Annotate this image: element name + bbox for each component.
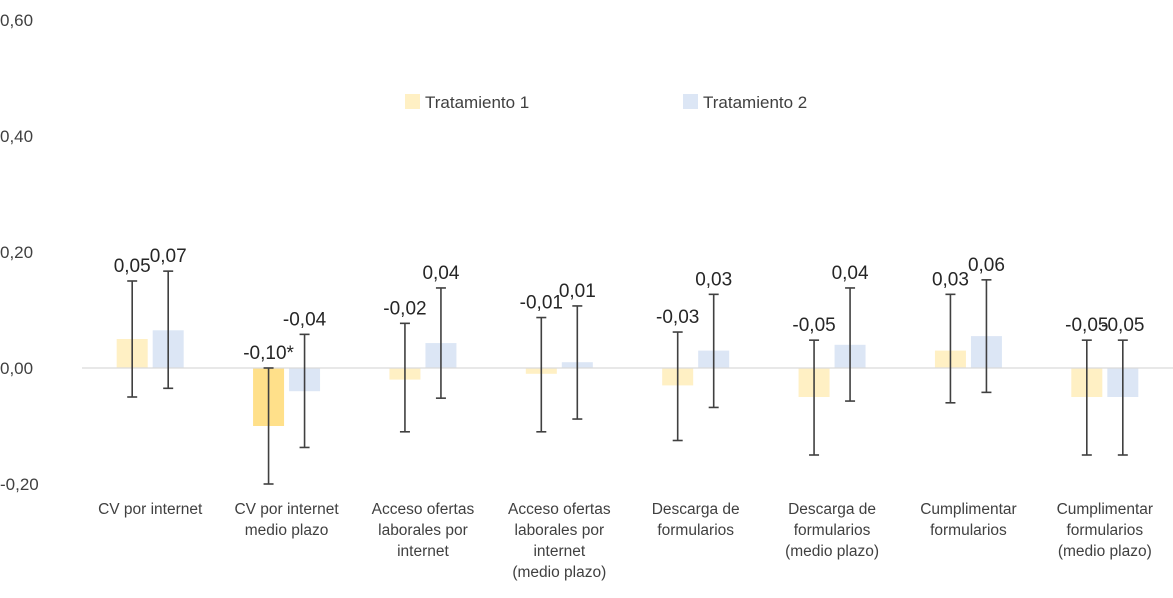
x-tick-label-line: internet: [397, 543, 449, 560]
x-axis-labels: CV por internet CV por internet medio plaz…: [98, 501, 1153, 581]
x-tick-label-line: Cumplimentar: [1057, 501, 1153, 518]
x-tick-label: Descarga de formularios: [652, 501, 740, 539]
data-label: 0,01: [559, 281, 596, 302]
error-bars: [127, 270, 1128, 485]
data-label: 0,07: [150, 246, 187, 267]
x-tick-label-line: Acceso ofertas: [508, 501, 611, 518]
y-tick-label: 0,40: [0, 127, 33, 146]
y-axis: -0,20 0,00 0,20 0,40 0,60: [0, 11, 39, 494]
x-tick-label-line: CV por internet: [98, 501, 203, 518]
x-tick-label: Descarga de formularios (medio plazo): [785, 501, 879, 560]
x-tick-label-line: medio plazo: [245, 522, 329, 539]
legend-label: Tratamiento 2: [703, 93, 807, 112]
data-label: 0,04: [422, 263, 459, 284]
x-tick-label-line: formularios: [657, 522, 734, 539]
legend-swatch: [683, 94, 698, 109]
x-tick-label-line: CV por internet: [234, 501, 339, 518]
y-tick-label: 0,20: [0, 243, 33, 262]
data-label: -0,03: [656, 307, 699, 328]
y-tick-label: -0,20: [0, 475, 39, 494]
data-label: 0,03: [932, 269, 969, 290]
x-tick-label-line: Descarga de: [788, 501, 876, 518]
legend: Tratamiento 1 Tratamiento 2: [405, 93, 807, 112]
x-tick-label: Cumplimentar formularios: [920, 501, 1016, 539]
legend-label: Tratamiento 1: [425, 93, 529, 112]
x-tick-label-line: laborales por: [378, 522, 468, 539]
data-label: 0,05: [114, 256, 151, 277]
x-tick-label-line: internet: [533, 543, 585, 560]
x-tick-label-line: (medio plazo): [1058, 543, 1152, 560]
data-label: -0,01: [520, 293, 563, 314]
data-label: -0,02: [383, 298, 426, 319]
x-tick-label-line: (medio plazo): [785, 543, 879, 560]
legend-swatch: [405, 94, 420, 109]
x-tick-label-line: laborales por: [515, 522, 605, 539]
x-tick-label: Cumplimentar formularios (medio plazo): [1057, 501, 1153, 560]
data-label: -0,10*: [243, 343, 294, 364]
x-tick-label: CV por internet: [98, 501, 203, 518]
y-tick-label: 0,60: [0, 11, 33, 30]
data-label: 0,06: [968, 255, 1005, 276]
x-tick-label-line: Acceso ofertas: [372, 501, 475, 518]
x-tick-label: CV por internet medio plazo: [234, 501, 339, 539]
data-label: -0,05: [1101, 315, 1144, 336]
data-label: 0,04: [832, 263, 869, 284]
x-tick-label-line: Descarga de: [652, 501, 740, 518]
x-tick-label-line: Cumplimentar: [920, 501, 1016, 518]
x-tick-label-line: formularios: [1066, 522, 1143, 539]
x-tick-label: Acceso ofertas laborales por internet: [372, 501, 475, 560]
x-tick-label-line: formularios: [794, 522, 871, 539]
data-label: 0,03: [695, 269, 732, 290]
x-tick-label-line: formularios: [930, 522, 1007, 539]
x-tick-label-line: (medio plazo): [512, 564, 606, 581]
data-label: -0,04: [283, 309, 327, 330]
y-tick-label: 0,00: [0, 359, 33, 378]
x-tick-label: Acceso ofertas laborales por internet (medi…: [508, 501, 611, 581]
data-label: -0,05: [1065, 315, 1108, 336]
data-labels: 0,05 0,07 -0,10* -0,04 -0,02 0,04 -0,010,01 -0,…: [114, 246, 1145, 364]
data-label: -0,05: [792, 315, 835, 336]
